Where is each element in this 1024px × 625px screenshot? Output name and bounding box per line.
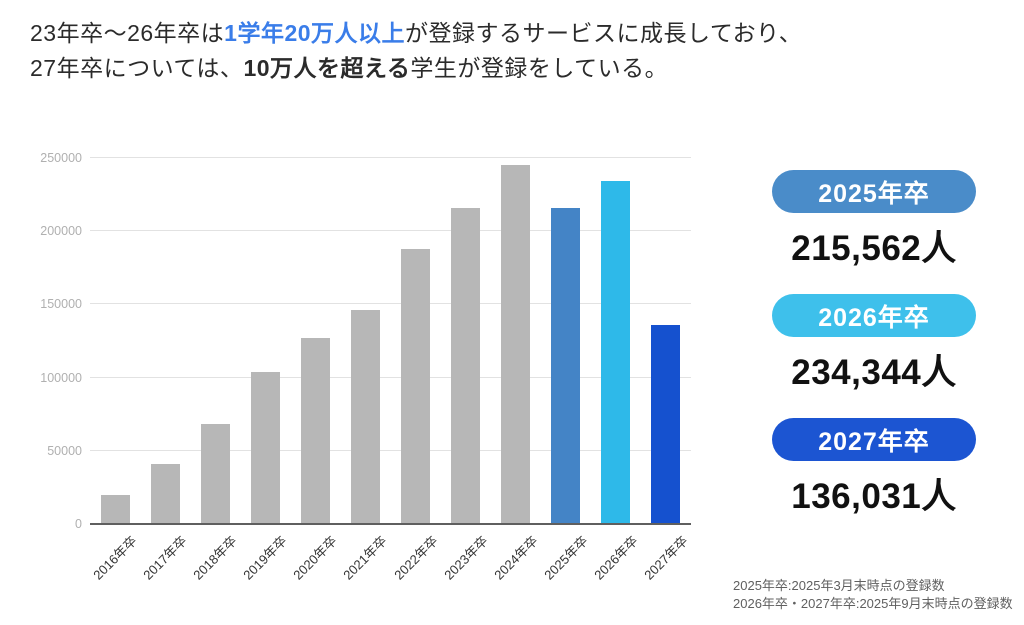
stat-value: 136,031人 <box>791 477 957 516</box>
x-axis-label: 2023年卒 <box>440 533 491 583</box>
stat-pill: 2025年卒 <box>772 170 976 213</box>
footnote-line-1: 2025年卒:2025年3月末時点の登録数 <box>733 578 945 593</box>
headline-line2-pre: 27年卒については、 <box>30 55 244 81</box>
headline-line1-highlight: 1学年20万人以上 <box>224 20 406 46</box>
x-axis-label: 2025年卒 <box>541 533 591 583</box>
x-axis-label: 2021年卒 <box>340 533 391 583</box>
x-axis-baseline <box>90 523 691 525</box>
headline-line2-post: 学生が登録をしている。 <box>410 55 669 81</box>
bar-slot: 2024年卒 <box>491 158 541 583</box>
headline-line2-highlight: 10万人を超える <box>243 55 411 81</box>
x-axis-label: 2017年卒 <box>140 533 190 583</box>
x-axis-label: 2019年卒 <box>240 533 291 583</box>
bar-2020年卒 <box>300 338 330 524</box>
bar-slot: 2017年卒 <box>140 158 190 583</box>
bar-2025年卒 <box>551 208 581 524</box>
bar-slot: 2016年卒 <box>90 158 140 583</box>
bar-chart-plot-area: 2016年卒 2017年卒 2018年卒 2019年卒 2020年卒 2021年卒 2022… <box>40 151 691 583</box>
stats-panel: 2025年卒 215,562人 2026年卒 234,344人 2027年卒 136,03… <box>768 170 980 542</box>
headline-line1-pre: 23年卒〜26年卒は <box>30 20 225 46</box>
headline-line2: 27年卒については、10万人を超える学生が登録をしている。 <box>30 51 802 86</box>
bar-2017年卒 <box>150 463 180 524</box>
y-axis-tick-label: 150000 <box>40 297 82 312</box>
headline: 23年卒〜26年卒は1学年20万人以上が登録するサービスに成長しており、 27年… <box>30 16 802 86</box>
bar-slot: 2027年卒 <box>641 158 691 583</box>
bar-slot: 2020年卒 <box>290 158 340 583</box>
gridline <box>90 376 691 378</box>
bar-2018年卒 <box>200 424 230 524</box>
x-axis-label: 2020年卒 <box>290 533 341 583</box>
bar-chart-bars: 2016年卒 2017年卒 2018年卒 2019年卒 2020年卒 2021年卒 2022… <box>90 158 691 583</box>
x-axis-label: 2027年卒 <box>641 533 691 583</box>
x-axis-label: 2022年卒 <box>390 533 441 583</box>
bar-slot: 2021年卒 <box>340 158 390 583</box>
x-axis-label: 2018年卒 <box>190 533 240 583</box>
bar-2016年卒 <box>100 494 130 524</box>
bar-slot: 2022年卒 <box>390 158 440 583</box>
bar-2027年卒 <box>651 324 681 524</box>
stat-item-2025年卒: 2025年卒 215,562人 <box>768 170 980 271</box>
bar-2022年卒 <box>401 248 430 524</box>
bar-2019年卒 <box>250 371 280 524</box>
gridline <box>90 449 691 451</box>
stat-pill: 2026年卒 <box>772 294 976 337</box>
headline-line1: 23年卒〜26年卒は1学年20万人以上が登録するサービスに成長しており、 <box>30 16 802 51</box>
bar-2024年卒 <box>501 165 531 524</box>
x-axis-label: 2016年卒 <box>90 533 140 583</box>
y-axis-tick-label: 200000 <box>40 224 82 239</box>
footnote-line-2: 2026年卒・2027年卒:2025年9月末時点の登録数 <box>733 595 1013 611</box>
gridline <box>90 303 691 305</box>
y-axis-tick-label: 50000 <box>47 443 82 458</box>
stat-pill-label: 2025年卒 <box>818 179 930 208</box>
stat-item-2027年卒: 2027年卒 136,031人 <box>768 418 980 519</box>
stat-pill: 2027年卒 <box>772 418 976 461</box>
footnotes: 2025年卒:2025年3月末時点の登録数 2026年卒・2027年卒:2025… <box>733 577 1013 612</box>
stat-pill-label: 2026年卒 <box>818 303 930 332</box>
stat-item-2026年卒: 2026年卒 234,344人 <box>768 294 980 395</box>
bar-slot: 2018年卒 <box>190 158 240 583</box>
gridline <box>90 230 691 232</box>
bar-slot: 2019年卒 <box>240 158 290 583</box>
y-axis-tick-label: 250000 <box>40 151 82 165</box>
headline-line1-post: が登録するサービスに成長しており、 <box>405 20 803 46</box>
bar-2026年卒 <box>601 180 631 524</box>
y-axis-tick-label: 100000 <box>40 370 82 385</box>
stat-pill-label: 2027年卒 <box>818 427 930 456</box>
x-axis-label: 2026年卒 <box>591 533 641 583</box>
x-axis-label: 2024年卒 <box>490 533 541 583</box>
bar-slot: 2023年卒 <box>441 158 491 583</box>
stat-value: 234,344人 <box>791 353 957 392</box>
stat-value: 215,562人 <box>791 229 957 268</box>
gridline <box>90 157 691 158</box>
bar-2023年卒 <box>451 207 481 524</box>
y-axis-tick-label: 0 <box>75 517 82 531</box>
bar-2021年卒 <box>350 310 380 524</box>
bar-slot: 2025年卒 <box>541 158 591 583</box>
bar-slot: 2026年卒 <box>591 158 641 583</box>
